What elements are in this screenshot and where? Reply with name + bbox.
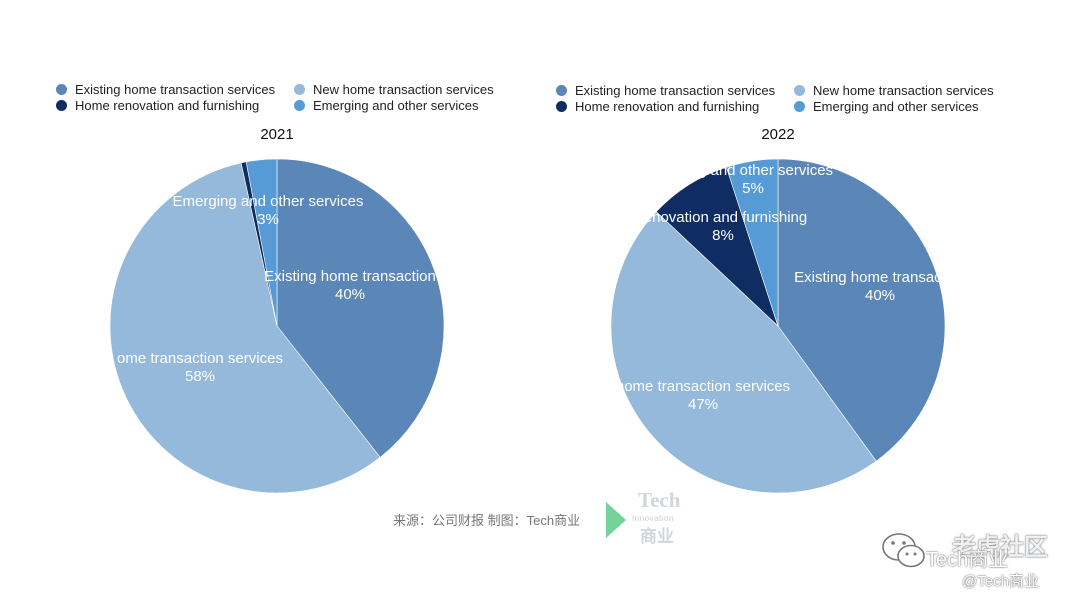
legend-dot-existing (556, 85, 567, 96)
legend-label-renovation: Home renovation and furnishing (575, 99, 760, 114)
chevron-right-icon (606, 502, 626, 538)
legend-item-existing: Existing home transaction services (556, 83, 775, 99)
legend-item-emerging: Emerging and other services (294, 98, 478, 114)
watermark-name: Tech商业 (926, 549, 1009, 571)
logo-text-tech: Tech (638, 488, 681, 512)
legend-label-emerging: Emerging and other services (813, 99, 979, 114)
slice-label-emerging-and-other-services: Emerging and other services (173, 193, 364, 210)
legend-label-new: New home transaction services (813, 83, 994, 98)
source-note: 来源：公司财报 制图：Tech商业 (393, 513, 581, 528)
legend-item-existing: Existing home transaction services (56, 82, 275, 98)
slice-label-existing-home-transaction-services: Existing home transaction (794, 269, 966, 286)
slice-label-home-renovation-and-furnishing: renovation and furnishing (639, 209, 807, 226)
pie-slice-existing-home-transaction-services (276, 158, 445, 458)
tech-business-logo: Tech Innovation 商业 (600, 488, 695, 548)
chart-panel-2022: Existing home transaction services New h… (500, 0, 1040, 500)
watermark-handle: @Tech商业 (962, 573, 1039, 590)
pie-slice-emerging-and-other-services (726, 158, 779, 327)
pie-slice-emerging-and-other-services (245, 158, 278, 327)
legend-dot-renovation (556, 101, 567, 112)
legend-item-emerging: Emerging and other services (794, 99, 978, 115)
slice-label-emerging-and-other-services: rging and other services (673, 162, 833, 179)
legend-label-new: New home transaction services (313, 82, 494, 97)
legend-item-renovation: Home renovation and furnishing (556, 99, 759, 115)
legend-item-new: New home transaction services (294, 82, 494, 98)
pie-slice-existing-home-transaction-services (777, 158, 946, 462)
slice-label-new-home-transaction-services: ome transaction services (117, 350, 283, 367)
slice-value-existing-home-transaction-services: 40% (335, 286, 365, 303)
slice-value-new-home-transaction-services: 58% (185, 368, 215, 385)
legend-label-renovation: Home renovation and furnishing (75, 98, 260, 113)
slice-value-new-home-transaction-services: 47% (688, 396, 718, 413)
chart-title-2021: 2021 (260, 126, 294, 143)
legend-item-renovation: Home renovation and furnishing (56, 98, 259, 114)
slice-value-home-renovation-and-furnishing: 8% (712, 227, 734, 244)
slice-label-new-home-transaction-services: home transaction services (616, 378, 790, 395)
slice-value-emerging-and-other-services: 3% (257, 211, 279, 228)
logo-text-cn: 商业 (640, 527, 674, 546)
legend-dot-renovation (56, 100, 67, 111)
legend-dot-emerging (294, 100, 305, 111)
legend-label-existing: Existing home transaction services (575, 83, 776, 98)
legend-item-new: New home transaction services (794, 83, 994, 99)
legend-label-existing: Existing home transaction services (75, 82, 276, 97)
legend-dot-new (294, 84, 305, 95)
pie-slice-new-home-transaction-services (610, 211, 877, 494)
legend-dot-emerging (794, 101, 805, 112)
chart-title-2022: 2022 (761, 126, 795, 143)
logo-text-innovation: Innovation (632, 514, 674, 523)
wechat-icon (882, 533, 925, 568)
slice-label-existing-home-transaction-services: Existing home transaction (264, 268, 436, 285)
slice-value-emerging-and-other-services: 5% (742, 180, 764, 197)
legend-dot-existing (56, 84, 67, 95)
legend-dot-new (794, 85, 805, 96)
slice-value-existing-home-transaction-services: 40% (865, 287, 895, 304)
chart-panel-2021: Existing home transaction services New h… (0, 0, 540, 500)
legend-label-emerging: Emerging and other services (313, 98, 479, 113)
pie-slice-new-home-transaction-services (109, 162, 381, 494)
watermark-site: 老虎社区 (952, 534, 1048, 561)
